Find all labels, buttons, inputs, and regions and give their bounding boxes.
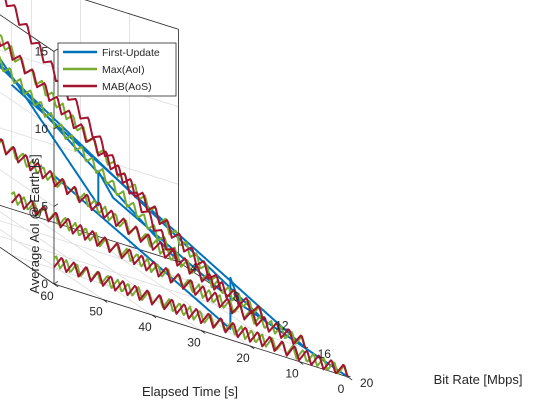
legend: First-Update Max(AoI) MAB(AoS) <box>57 42 177 97</box>
y-axis-label: Bit Rate [Mbps] <box>434 372 523 387</box>
z-tick-mark <box>53 280 59 285</box>
x-tick-label: 10 <box>285 367 299 381</box>
legend-label-mab-aos: MAB(AoS) <box>102 81 152 93</box>
x-tick-mark <box>151 314 157 319</box>
x-tick-mark <box>200 330 206 334</box>
grid-line <box>0 220 221 291</box>
x-tick-mark <box>249 345 255 350</box>
y-tick-label: 8 <box>233 290 240 304</box>
y-tick-mark <box>178 260 182 263</box>
x-tick-label: 30 <box>187 336 201 350</box>
y-tick-label: 4 <box>190 261 197 275</box>
box-edge <box>84 0 179 30</box>
z-tick-label: 5 <box>41 200 48 214</box>
x-tick-mark <box>102 299 108 303</box>
series-line-max-aoi <box>10 191 307 349</box>
y-tick-label: 12 <box>275 318 289 332</box>
series-line-mab-aos <box>0 40 222 291</box>
y-tick-label: 16 <box>318 347 332 361</box>
z-tick-label: 0 <box>41 277 48 291</box>
series-line-first-update <box>0 62 180 263</box>
x-tick-mark <box>347 376 353 381</box>
y-tick-mark <box>220 289 224 291</box>
y-tick-mark <box>305 347 309 349</box>
z-tick-mark <box>53 203 59 207</box>
legend-label-max-aoi: Max(AoI) <box>102 64 145 76</box>
legend-label-first-update: First-Update <box>102 47 160 59</box>
x-tick-label: 0 <box>338 382 345 396</box>
series-line-mab-aos <box>4 0 179 263</box>
grid-line <box>0 91 55 130</box>
z-tick-mark <box>53 125 59 130</box>
tick-labels: 0 10 20 30 40 50 60 4 8 12 16 20 0 5 10 15 <box>35 45 374 397</box>
series-line-mab-aos <box>10 193 307 349</box>
grid-line <box>0 235 264 320</box>
z-axis-label: Average AoI @ Earth [s] <box>27 154 42 293</box>
x-tick-label: 40 <box>138 320 152 334</box>
x-tick-label: 20 <box>236 351 250 365</box>
y-tick-mark <box>347 375 351 378</box>
z-tick-mark <box>53 48 59 52</box>
series-line-max-aoi <box>0 34 222 291</box>
series-line-mab-aos <box>53 257 349 378</box>
box-edge <box>0 246 55 285</box>
x-axis-label: Elapsed Time [s] <box>142 384 238 399</box>
series-line-max-aoi <box>0 55 180 263</box>
series-line-mab-aos <box>0 138 265 320</box>
z-tick-label: 15 <box>35 45 49 59</box>
y-tick-mark <box>263 318 266 320</box>
grid-line <box>0 169 55 207</box>
data-layer <box>0 0 349 378</box>
z-tick-label: 10 <box>35 122 49 136</box>
x-tick-label: 50 <box>89 305 103 319</box>
box-edge <box>0 14 55 52</box>
series-line-max-aoi <box>0 138 265 320</box>
x-tick-mark <box>298 361 304 365</box>
y-tick-label: 20 <box>360 376 374 390</box>
x-tick-mark <box>53 283 59 288</box>
x-tick-label: 60 <box>40 289 54 303</box>
box-edge <box>0 204 179 263</box>
series-line-max-aoi <box>53 255 349 378</box>
